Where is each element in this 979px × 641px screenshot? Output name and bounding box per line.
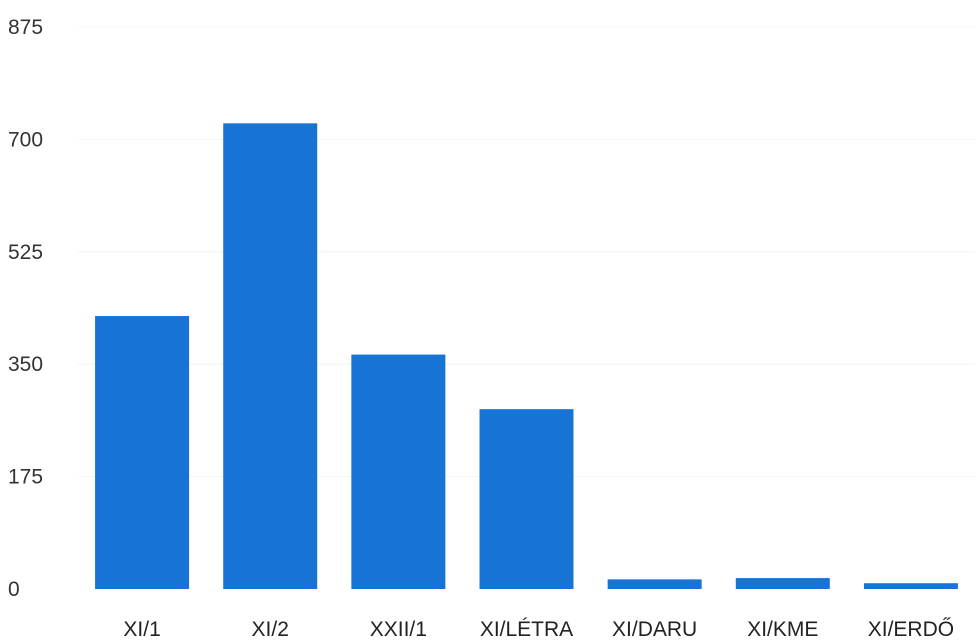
x-axis-labels: XI/1 XI/2 XXII/1 XI/LÉTRA XI/DARU XI/KME XI/ER… xyxy=(123,618,954,641)
x-category-label: XI/ERDŐ xyxy=(868,618,954,641)
bar xyxy=(223,123,318,589)
bar xyxy=(863,583,958,589)
y-axis-ticks: 0 175 350 525 700 875 xyxy=(8,16,43,601)
bar xyxy=(95,316,190,589)
bar xyxy=(607,579,702,589)
bar xyxy=(351,354,446,589)
x-category-label: XI/KME xyxy=(747,618,818,641)
x-category-label: XI/LÉTRA xyxy=(480,618,573,641)
x-category-label: XI/1 xyxy=(123,618,160,641)
y-tick-label: 700 xyxy=(8,128,43,151)
bar xyxy=(479,409,574,589)
y-tick-label: 0 xyxy=(8,578,20,601)
y-tick-label: 525 xyxy=(8,241,43,264)
bar xyxy=(735,578,830,589)
y-tick-label: 875 xyxy=(8,16,43,39)
y-tick-label: 350 xyxy=(8,353,43,376)
y-tick-label: 175 xyxy=(8,466,43,489)
bars xyxy=(95,123,958,589)
x-category-label: XXII/1 xyxy=(370,618,427,641)
x-category-label: XI/2 xyxy=(252,618,289,641)
x-category-label: XI/DARU xyxy=(612,618,697,641)
